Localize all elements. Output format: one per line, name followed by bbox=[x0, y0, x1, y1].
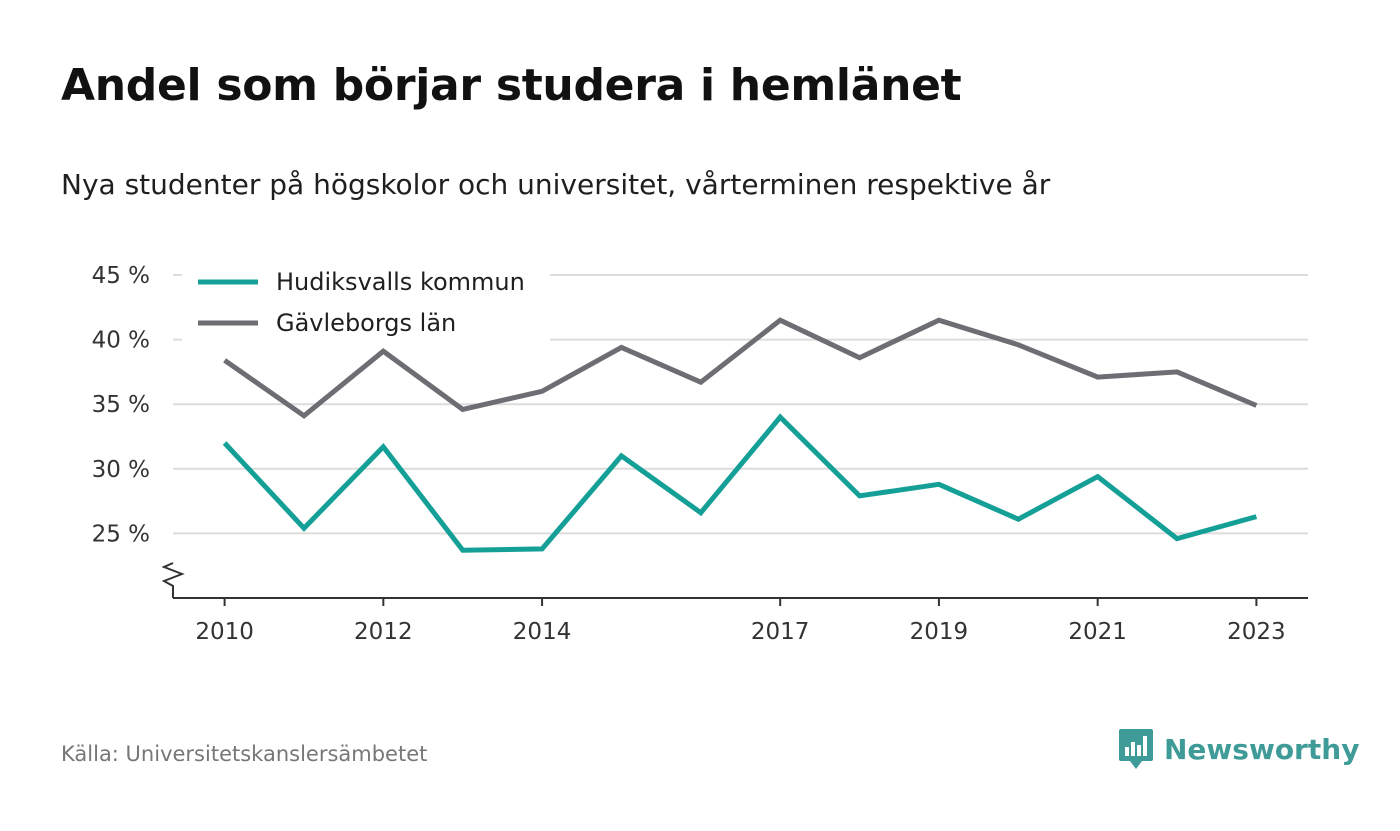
y-tick-label: 45 % bbox=[92, 263, 150, 289]
legend-background bbox=[182, 258, 550, 344]
y-tick-label: 30 % bbox=[92, 457, 150, 483]
legend-label: Hudiksvalls kommun bbox=[276, 268, 525, 296]
x-tick-label: 2023 bbox=[1227, 619, 1286, 645]
line-chart: 25 % 30 % 35 % 40 % 45 % 2010 2012 2014 2017 2019… bbox=[91, 258, 1308, 645]
brand-logo[interactable]: Newsworthy bbox=[1118, 727, 1359, 771]
x-tick-label: 2017 bbox=[751, 619, 810, 645]
x-tick-label: 2021 bbox=[1068, 619, 1127, 645]
legend-label: Gävleborgs län bbox=[276, 309, 456, 337]
y-axis-break bbox=[161, 562, 185, 598]
x-tick-label: 2010 bbox=[195, 619, 254, 645]
axes: 25 % 30 % 35 % 40 % 45 % 2010 2012 2014 2017 2019… bbox=[92, 263, 1308, 645]
y-tick-label: 25 % bbox=[92, 521, 150, 547]
series-lines bbox=[222, 317, 1258, 553]
y-tick-label: 40 % bbox=[92, 328, 150, 354]
newsworthy-logo-icon bbox=[1119, 729, 1153, 769]
y-tick-label: 35 % bbox=[92, 392, 150, 418]
series-line-gavleborg bbox=[223, 317, 1258, 419]
series-line-hudiksvall bbox=[222, 413, 1258, 553]
x-tick-label: 2012 bbox=[354, 619, 413, 645]
chart-title: Andel som börjar studera i hemlänet bbox=[61, 60, 962, 111]
legend: Hudiksvalls kommun Gävleborgs län bbox=[182, 258, 550, 344]
brand-name: Newsworthy bbox=[1164, 732, 1360, 766]
source-note: Källa: Universitetskanslersämbetet bbox=[61, 742, 428, 766]
x-tick-label: 2014 bbox=[513, 619, 572, 645]
x-tick-label: 2019 bbox=[910, 619, 969, 645]
chart-subtitle: Nya studenter på högskolor och universit… bbox=[61, 168, 1051, 201]
